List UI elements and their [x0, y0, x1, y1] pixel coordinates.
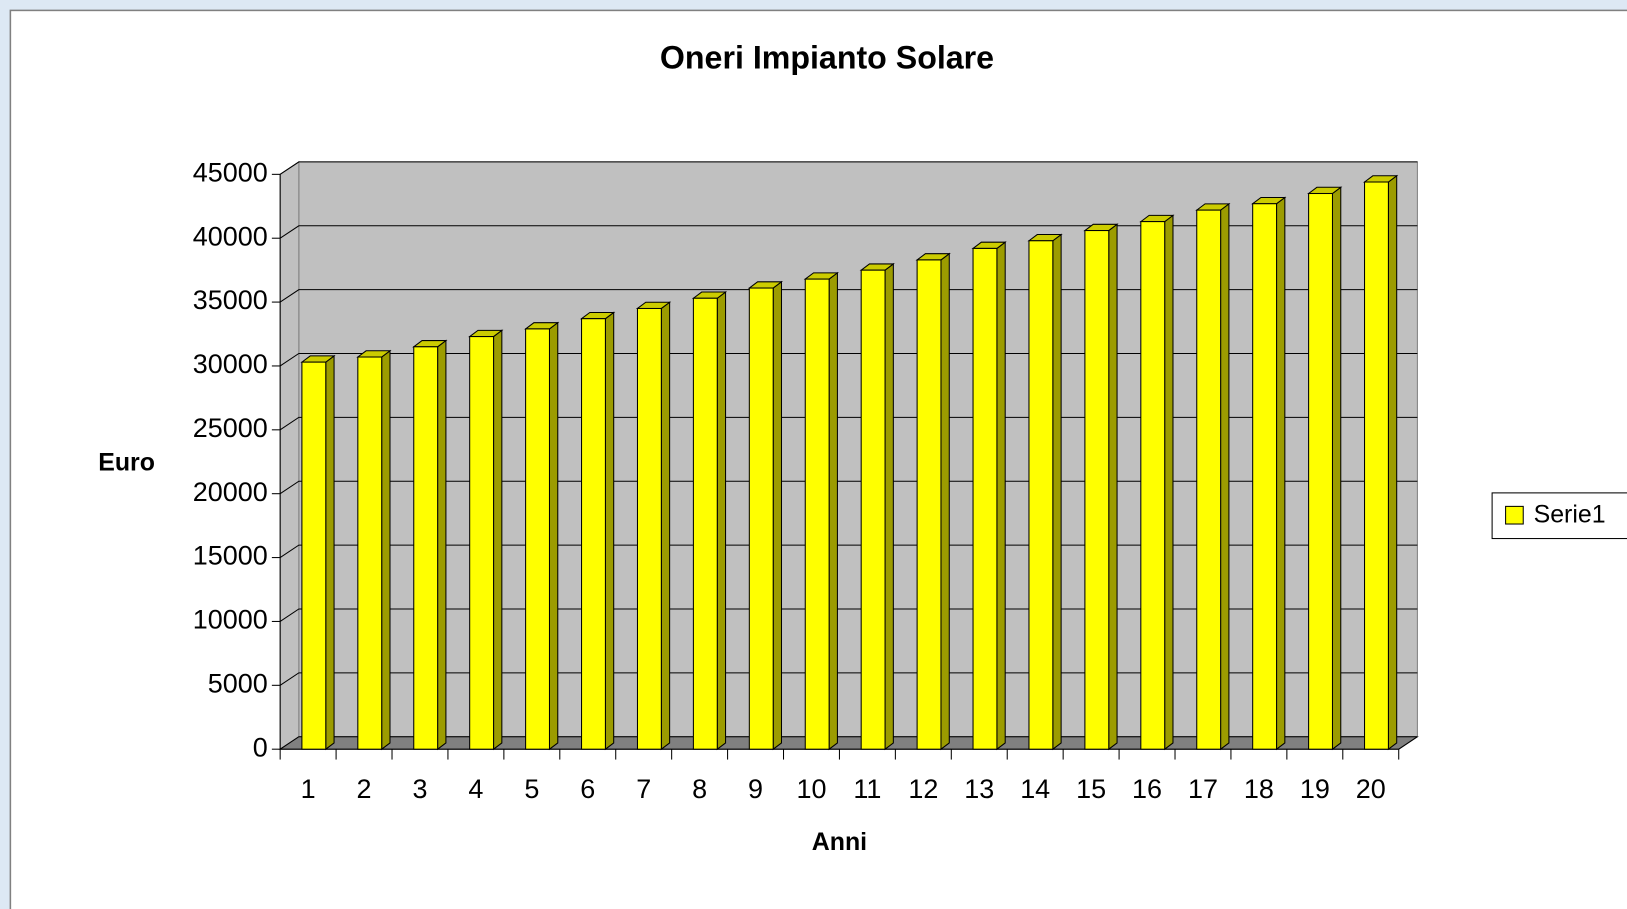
- bar-side: [1276, 196, 1286, 751]
- legend-swatch: [1505, 505, 1524, 525]
- chart-title: Oneri Impianto Solare: [660, 40, 994, 76]
- x-tick-label: 16: [1132, 774, 1162, 804]
- x-axis-end: [1398, 736, 1418, 750]
- x-tick-label: 14: [1020, 774, 1050, 804]
- bar: [301, 361, 327, 750]
- bar-side: [493, 329, 503, 751]
- bar-side: [828, 271, 838, 751]
- bar-side: [381, 349, 391, 751]
- floor: [278, 736, 1420, 750]
- y-tick-label: 20000: [193, 477, 268, 507]
- bar-side: [940, 252, 950, 751]
- y-tick-label: 0: [253, 732, 268, 762]
- bar: [357, 356, 383, 750]
- y-tick-label: 40000: [193, 221, 268, 251]
- x-tick-label: 12: [908, 774, 938, 804]
- bar-side: [1220, 202, 1230, 751]
- x-tick-label: 15: [1076, 774, 1106, 804]
- bar: [413, 346, 439, 750]
- bar-side: [660, 301, 671, 751]
- bar-side: [1387, 174, 1398, 751]
- bar: [1364, 181, 1389, 750]
- y-tick-label: 30000: [193, 349, 268, 379]
- bar-side: [604, 311, 615, 751]
- x-tick-label: 8: [692, 774, 707, 804]
- bar: [692, 297, 718, 750]
- x-tick-label: 4: [468, 774, 483, 804]
- y-tick-label: 45000: [193, 157, 268, 187]
- bar: [581, 318, 606, 750]
- y-tick-label: 25000: [193, 413, 268, 443]
- x-tick-label: 11: [853, 774, 881, 804]
- x-tick-label: 2: [357, 774, 372, 804]
- y-axis-label: Euro: [98, 448, 155, 476]
- bar-side: [325, 354, 335, 751]
- bar: [1196, 209, 1222, 750]
- bar: [636, 307, 662, 750]
- grid-line: [279, 225, 1418, 239]
- x-tick-label: 13: [964, 774, 994, 804]
- x-tick-label: 10: [796, 774, 826, 804]
- bar: [525, 328, 550, 750]
- legend-label: Serie1: [1534, 500, 1606, 528]
- bar-side: [548, 321, 559, 751]
- x-tick-label: 20: [1356, 774, 1386, 804]
- x-tick-label: 7: [636, 774, 651, 804]
- bar-side: [437, 339, 447, 751]
- bar: [748, 287, 774, 750]
- bar: [1140, 221, 1166, 750]
- bar: [1252, 203, 1278, 750]
- bar: [860, 269, 886, 750]
- bar: [1308, 192, 1333, 750]
- x-tick-label: 9: [748, 774, 763, 804]
- x-tick-label: 17: [1188, 774, 1218, 804]
- x-tick-label: 5: [524, 774, 539, 804]
- bar: [1028, 240, 1054, 750]
- bar-side: [1164, 214, 1174, 751]
- bar: [916, 259, 942, 750]
- bar: [804, 278, 830, 750]
- bar: [1084, 230, 1110, 750]
- y-tick-label: 5000: [208, 668, 268, 698]
- y-tick-label: 10000: [193, 605, 268, 635]
- x-tick-label: 19: [1300, 774, 1330, 804]
- y-tick-label: 15000: [193, 541, 268, 571]
- bar-side: [996, 241, 1006, 751]
- x-tick-label: 18: [1244, 774, 1274, 804]
- x-tick-label: 3: [412, 774, 427, 804]
- bar: [972, 247, 998, 750]
- bar-side: [1108, 223, 1118, 751]
- x-tick-label: 1: [301, 774, 316, 804]
- back-wall: [298, 161, 1418, 738]
- plot: 0 5000 10000 15000 20000 25000 30000 35000 40000…: [193, 157, 1420, 804]
- bar: [469, 336, 495, 750]
- bar-side: [772, 280, 783, 751]
- bar-side: [716, 290, 727, 751]
- bar-side: [1331, 186, 1342, 751]
- grid-line: [279, 161, 1418, 175]
- y-tick-label: 35000: [193, 285, 268, 315]
- bar-side: [1052, 233, 1062, 751]
- x-tick-label: 6: [580, 774, 595, 804]
- x-axis-label: Anni: [812, 828, 867, 856]
- bar-side: [884, 262, 894, 751]
- side-wall: [279, 160, 300, 751]
